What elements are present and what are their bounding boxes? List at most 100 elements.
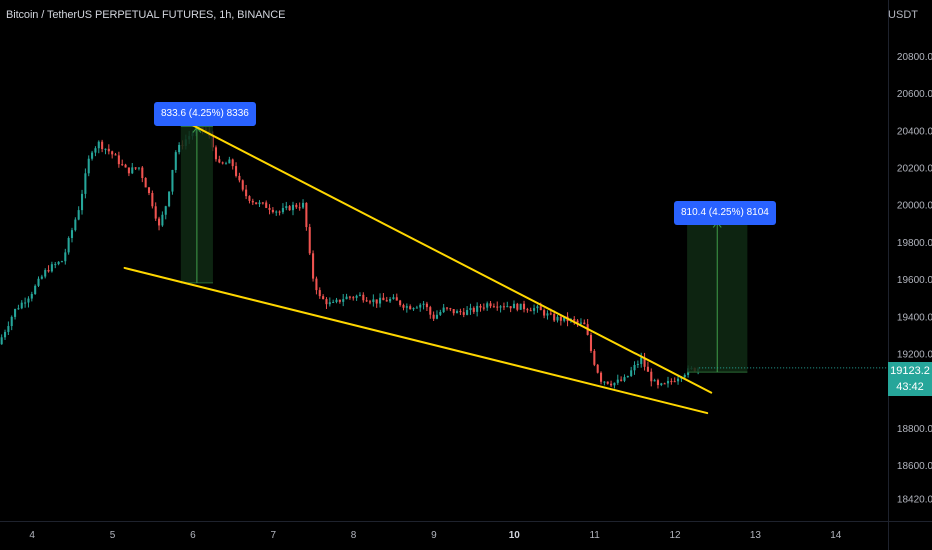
candle-body — [489, 303, 492, 307]
candle-body — [553, 313, 556, 321]
candle-body — [322, 296, 325, 300]
candle-body — [275, 211, 278, 213]
candle-body — [141, 167, 144, 179]
candle-body — [77, 210, 80, 220]
candle-body — [134, 167, 137, 169]
candle-body — [522, 303, 526, 310]
candle-body — [395, 297, 398, 301]
candle-body — [606, 381, 609, 384]
price-axis[interactable]: 20800.0 20600.0 20400.0 20200.0 20000.0 19800… — [897, 52, 932, 506]
candle-body — [251, 200, 254, 203]
candle-body — [576, 320, 579, 323]
candle-body — [660, 383, 663, 386]
candle-body — [539, 306, 542, 311]
candle-body — [127, 167, 130, 174]
candle-body — [154, 206, 157, 219]
candle-body — [121, 164, 124, 166]
measure-boxes — [180, 126, 748, 373]
symbol-title[interactable]: Bitcoin / TetherUS PERPETUAL FUTURES, 1h… — [6, 9, 286, 21]
candle-body — [492, 306, 495, 308]
candle-body — [295, 204, 298, 208]
candle-body — [107, 148, 110, 152]
candle-body — [271, 209, 274, 213]
candle-body — [214, 147, 218, 160]
candle-body — [479, 305, 482, 308]
candle-body — [318, 290, 321, 297]
candle-body — [358, 294, 361, 296]
candle-body — [10, 316, 13, 327]
candle-body — [442, 307, 445, 313]
time-tick-label: 5 — [110, 530, 116, 541]
measure-label-left[interactable]: 833.6 (4.25%) 8336 — [154, 102, 256, 126]
candle-body — [14, 309, 17, 317]
time-axis[interactable]: 4 5 6 7 8 9 10 11 12 13 14 — [29, 530, 841, 541]
candle-body — [636, 363, 639, 365]
candle-body — [94, 148, 97, 153]
candle-body — [328, 302, 331, 305]
candle-body — [445, 307, 449, 309]
candle-body — [248, 196, 251, 201]
candle-body — [338, 299, 341, 302]
candle-body — [278, 211, 281, 213]
candle-body — [677, 378, 680, 382]
candle-body — [399, 300, 402, 305]
candle-body — [74, 219, 77, 231]
candle-body — [579, 322, 582, 324]
candle-body — [144, 178, 147, 188]
candle-body — [459, 311, 462, 313]
candle-body — [67, 237, 70, 253]
candle-body — [469, 307, 472, 311]
candle-body — [509, 306, 512, 309]
time-tick-label: 9 — [431, 530, 437, 541]
price-tick-label: 18600.0 — [897, 461, 932, 472]
last-price-value: 19123.2 — [890, 365, 930, 377]
candle-body — [168, 191, 171, 207]
candle-body — [670, 381, 673, 383]
candle-body — [47, 270, 50, 272]
candle-body — [683, 374, 686, 378]
candle-body — [335, 299, 338, 302]
candle-body — [650, 371, 653, 382]
candle-body — [147, 187, 151, 194]
candle-body — [365, 300, 368, 302]
trendlines-layer — [123, 118, 888, 415]
candle-body — [546, 313, 549, 316]
candle-body — [332, 301, 335, 303]
candle-body — [482, 307, 485, 309]
candle-body — [70, 230, 74, 238]
candle-body — [405, 306, 408, 308]
candle-body — [499, 306, 502, 308]
candle-body — [432, 314, 435, 319]
candle-body — [40, 276, 43, 279]
price-tick-label: 20200.0 — [897, 163, 932, 174]
candle-body — [54, 264, 57, 266]
price-tick-label: 19600.0 — [897, 275, 932, 286]
candle-body — [543, 310, 546, 316]
time-tick-label: 6 — [190, 530, 196, 541]
candle-body — [663, 383, 666, 385]
price-tick-label: 20000.0 — [897, 201, 932, 212]
candle-body — [114, 154, 117, 156]
candle-body — [616, 379, 619, 383]
time-tick-label: 7 — [270, 530, 276, 541]
candle-body — [422, 303, 425, 305]
candle-body — [0, 337, 3, 345]
candle-body — [301, 202, 305, 208]
candle-body — [506, 306, 509, 308]
candle-body — [34, 285, 37, 295]
price-tick-label: 20600.0 — [897, 89, 932, 100]
candle-body — [117, 155, 120, 165]
candle-body — [563, 316, 566, 321]
candle-body — [308, 227, 311, 254]
candle-body — [178, 144, 181, 153]
measure-label-right[interactable]: 810.4 (4.25%) 8104 — [674, 201, 776, 225]
candle-body — [161, 214, 164, 226]
candle-body — [372, 299, 375, 303]
candle-body — [91, 152, 94, 159]
candle-body — [646, 366, 649, 372]
time-tick-label: 4 — [29, 530, 35, 541]
candles-layer — [0, 120, 700, 389]
candle-body — [409, 306, 412, 310]
candle-body — [101, 141, 104, 150]
